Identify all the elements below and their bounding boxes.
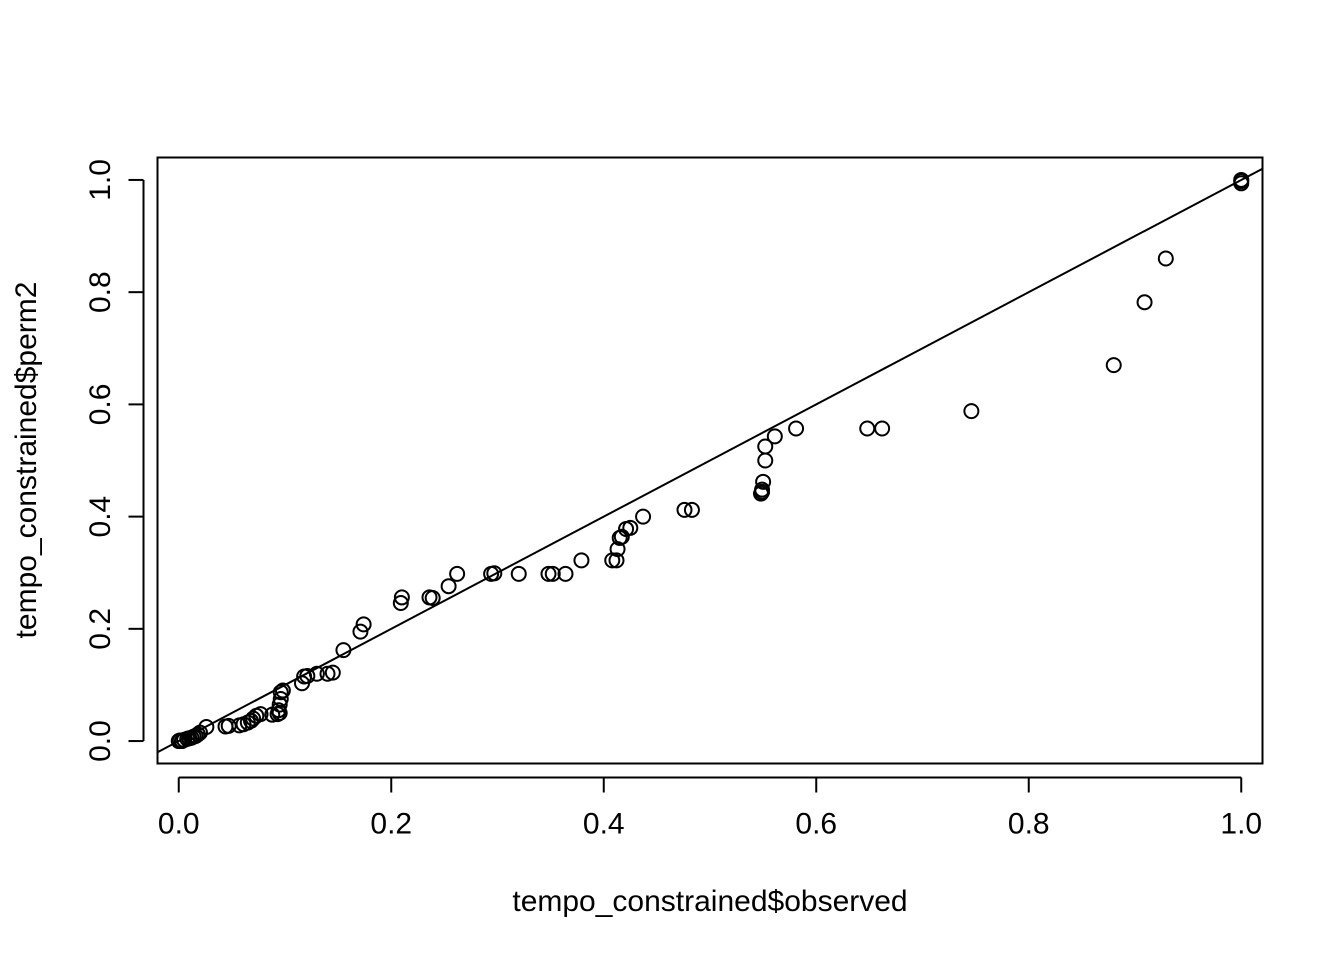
data-point xyxy=(963,403,980,420)
data-point xyxy=(613,528,630,545)
data-point xyxy=(683,501,700,518)
data-point xyxy=(608,552,625,569)
data-point xyxy=(449,565,466,582)
x-tick-label: 0.4 xyxy=(583,808,625,841)
y-axis: 0.0 0.2 0.4 0.6 0.8 1.0 xyxy=(84,159,145,762)
data-point xyxy=(676,501,693,518)
y-tick-label: 1.0 xyxy=(84,159,117,201)
data-point xyxy=(274,682,291,699)
y-tick-label: 0.8 xyxy=(84,271,117,313)
data-point xyxy=(355,616,372,633)
data-point xyxy=(1233,171,1250,188)
data-point xyxy=(1136,294,1153,311)
y-tick-label: 0.0 xyxy=(84,720,117,762)
data-point xyxy=(622,519,639,536)
data-point xyxy=(299,667,316,684)
data-point xyxy=(757,452,774,469)
y-tick-label: 0.6 xyxy=(84,384,117,426)
data-point xyxy=(352,623,369,640)
data-point xyxy=(757,438,774,455)
x-axis-label: tempo_constrained$observed xyxy=(512,885,907,918)
data-point xyxy=(540,565,557,582)
data-point xyxy=(308,665,325,682)
x-tick-label: 0.2 xyxy=(370,808,412,841)
data-point xyxy=(1157,250,1174,267)
plot-marks xyxy=(157,167,1263,754)
data-point xyxy=(335,642,352,659)
data-point xyxy=(1105,357,1122,374)
data-point xyxy=(440,578,457,595)
data-point xyxy=(270,702,287,719)
x-axis: 0.0 0.2 0.4 0.6 0.8 1.0 xyxy=(158,776,1262,841)
data-point xyxy=(187,728,204,745)
plot-frame xyxy=(156,156,1264,765)
data-point xyxy=(557,565,574,582)
x-tick-label: 0.8 xyxy=(1008,808,1050,841)
data-point xyxy=(272,690,289,707)
data-point xyxy=(635,508,652,525)
data-point xyxy=(392,595,409,612)
y-tick-label: 0.4 xyxy=(84,496,117,538)
x-tick-label: 0.6 xyxy=(795,808,837,841)
data-point xyxy=(198,719,215,736)
data-point xyxy=(766,428,783,445)
y-axis-label: tempo_constrained$perm2 xyxy=(10,282,43,639)
data-point xyxy=(874,420,891,437)
data-point xyxy=(486,565,503,582)
data-point xyxy=(424,589,441,606)
data-point xyxy=(324,664,341,681)
data-point xyxy=(510,565,527,582)
data-point xyxy=(544,565,561,582)
data-point xyxy=(272,684,289,701)
y-tick-label: 0.2 xyxy=(84,608,117,650)
data-point xyxy=(788,420,805,437)
data-point xyxy=(859,420,876,437)
reference-line xyxy=(157,167,1263,754)
data-point xyxy=(754,481,771,498)
data-point xyxy=(573,552,590,569)
data-point xyxy=(755,473,772,490)
data-point xyxy=(220,717,237,734)
x-tick-label: 0.0 xyxy=(158,808,200,841)
data-point xyxy=(252,706,269,723)
data-point xyxy=(393,589,410,606)
x-tick-label: 1.0 xyxy=(1220,808,1262,841)
